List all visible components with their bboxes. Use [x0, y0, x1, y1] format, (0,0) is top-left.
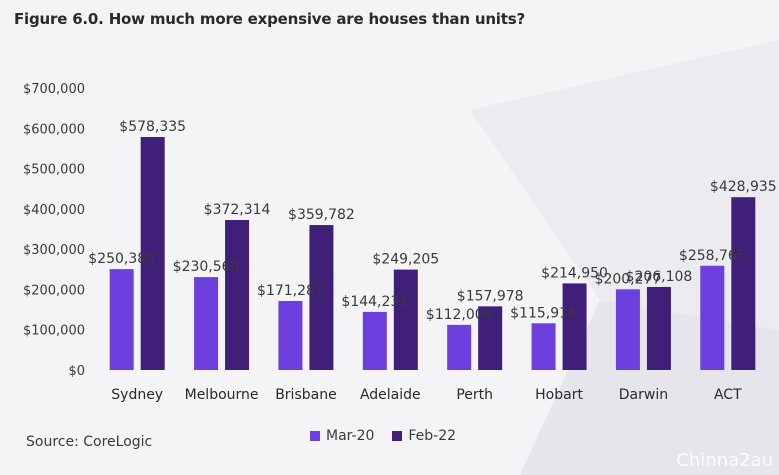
x-axis: Sydney Melbourne Brisbane Adelaide Perth Hoba…: [111, 387, 742, 403]
bar-mar20: [531, 323, 556, 370]
legend-item-feb22: Feb-22: [392, 428, 456, 444]
bar-feb22: [478, 306, 503, 370]
data-label: $112,006: [426, 307, 493, 323]
bar-mar20: [194, 277, 219, 370]
data-label: $206,108: [626, 269, 693, 285]
data-label: $115,916: [510, 305, 577, 321]
bar-feb22: [309, 225, 334, 370]
legend-label-mar20: Mar-20: [326, 428, 375, 444]
bars: [109, 137, 756, 370]
legend-swatch-feb22: [392, 431, 403, 441]
data-label: $359,782: [288, 207, 355, 223]
y-tick-label: $700,000: [23, 82, 85, 97]
watermark: Chinna2au: [676, 450, 773, 471]
y-tick-label: $300,000: [23, 243, 85, 258]
bar-feb22: [225, 220, 250, 370]
x-category-label: Brisbane: [275, 387, 337, 403]
bar-mar20: [447, 324, 472, 370]
x-category-label: Perth: [456, 387, 493, 403]
data-label: $144,233: [341, 294, 408, 310]
legend: Mar-20 Feb-22: [310, 428, 456, 444]
x-category-label: Sydney: [111, 387, 163, 403]
x-category-label: Adelaide: [360, 387, 421, 403]
bar-feb22: [140, 137, 165, 370]
y-tick-label: $500,000: [23, 163, 85, 178]
data-label: $200,277: [595, 271, 662, 287]
data-labels: $250,380 $578,335 $230,560 $372,314 $171,287…: [88, 119, 776, 323]
data-label: $250,380: [88, 251, 155, 267]
data-label: $249,205: [372, 252, 439, 268]
bar-mar20: [278, 300, 303, 370]
legend-item-mar20: Mar-20: [310, 428, 374, 444]
bar-feb22: [562, 283, 587, 370]
y-tick-label: $0: [68, 364, 85, 379]
data-label: $258,765: [679, 248, 746, 264]
bar-mar20: [109, 269, 134, 370]
source-note: Source: CoreLogic: [26, 434, 153, 450]
x-category-label: Hobart: [535, 387, 583, 403]
data-label: $171,287: [257, 283, 324, 299]
data-label: $372,314: [204, 202, 271, 218]
y-tick-label: $100,000: [23, 324, 85, 339]
data-label: $157,978: [457, 288, 524, 304]
bar-feb22: [646, 286, 671, 370]
data-label: $428,935: [710, 179, 777, 195]
bar-mar20: [362, 311, 387, 370]
y-tick-label: $200,000: [23, 283, 85, 298]
bar-mar20: [700, 265, 725, 370]
x-category-label: Darwin: [619, 387, 668, 403]
data-label: $578,335: [119, 119, 186, 135]
data-label: $214,950: [541, 265, 608, 281]
bar-feb22: [393, 269, 418, 370]
x-category-label: ACT: [714, 387, 742, 403]
data-label: $230,560: [173, 259, 240, 275]
legend-label-feb22: Feb-22: [408, 428, 457, 444]
y-axis: $0 $100,000 $200,000 $300,000 $400,000 $500,0…: [23, 82, 85, 379]
y-tick-label: $600,000: [23, 122, 85, 137]
bar-mar20: [615, 289, 640, 370]
y-tick-label: $400,000: [23, 203, 85, 218]
legend-swatch-mar20: [310, 431, 320, 441]
x-category-label: Melbourne: [185, 387, 259, 403]
bar-feb22: [731, 197, 756, 370]
chart-title: Figure 6.0. How much more expensive are …: [14, 10, 525, 28]
